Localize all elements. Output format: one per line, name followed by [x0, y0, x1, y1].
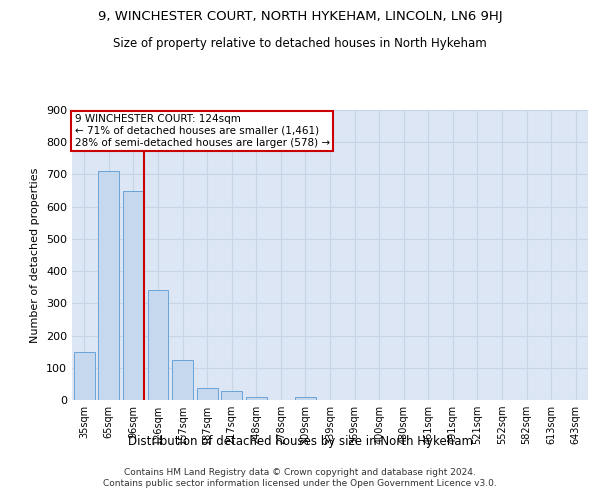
Bar — [172, 360, 193, 400]
Bar — [148, 290, 169, 400]
Text: Contains HM Land Registry data © Crown copyright and database right 2024.
Contai: Contains HM Land Registry data © Crown c… — [103, 468, 497, 487]
Text: 9, WINCHESTER COURT, NORTH HYKEHAM, LINCOLN, LN6 9HJ: 9, WINCHESTER COURT, NORTH HYKEHAM, LINC… — [98, 10, 502, 23]
Bar — [295, 398, 316, 400]
Bar — [197, 388, 218, 400]
Bar — [98, 170, 119, 400]
Bar — [74, 352, 95, 400]
Bar — [221, 391, 242, 400]
Text: 9 WINCHESTER COURT: 124sqm
← 71% of detached houses are smaller (1,461)
28% of s: 9 WINCHESTER COURT: 124sqm ← 71% of deta… — [74, 114, 330, 148]
Text: Size of property relative to detached houses in North Hykeham: Size of property relative to detached ho… — [113, 38, 487, 51]
Bar — [246, 397, 267, 400]
Y-axis label: Number of detached properties: Number of detached properties — [31, 168, 40, 342]
Text: Distribution of detached houses by size in North Hykeham: Distribution of detached houses by size … — [128, 435, 473, 448]
Bar — [123, 191, 144, 400]
